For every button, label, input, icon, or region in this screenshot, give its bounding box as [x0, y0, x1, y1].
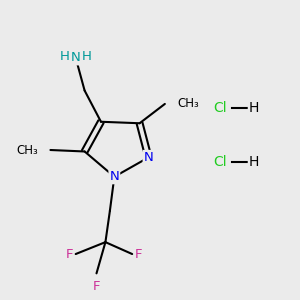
- Text: H: H: [59, 50, 69, 63]
- Text: Cl: Cl: [213, 155, 227, 169]
- Text: F: F: [135, 248, 142, 260]
- Text: CH₃: CH₃: [177, 98, 199, 110]
- Text: H: H: [82, 50, 92, 63]
- Text: N: N: [144, 151, 153, 164]
- Text: H: H: [249, 101, 259, 116]
- Text: CH₃: CH₃: [16, 143, 38, 157]
- Text: Cl: Cl: [213, 101, 227, 116]
- Text: F: F: [93, 280, 100, 293]
- Text: N: N: [71, 51, 81, 64]
- Text: F: F: [65, 248, 73, 260]
- Text: N: N: [110, 170, 119, 183]
- Text: H: H: [249, 155, 259, 169]
